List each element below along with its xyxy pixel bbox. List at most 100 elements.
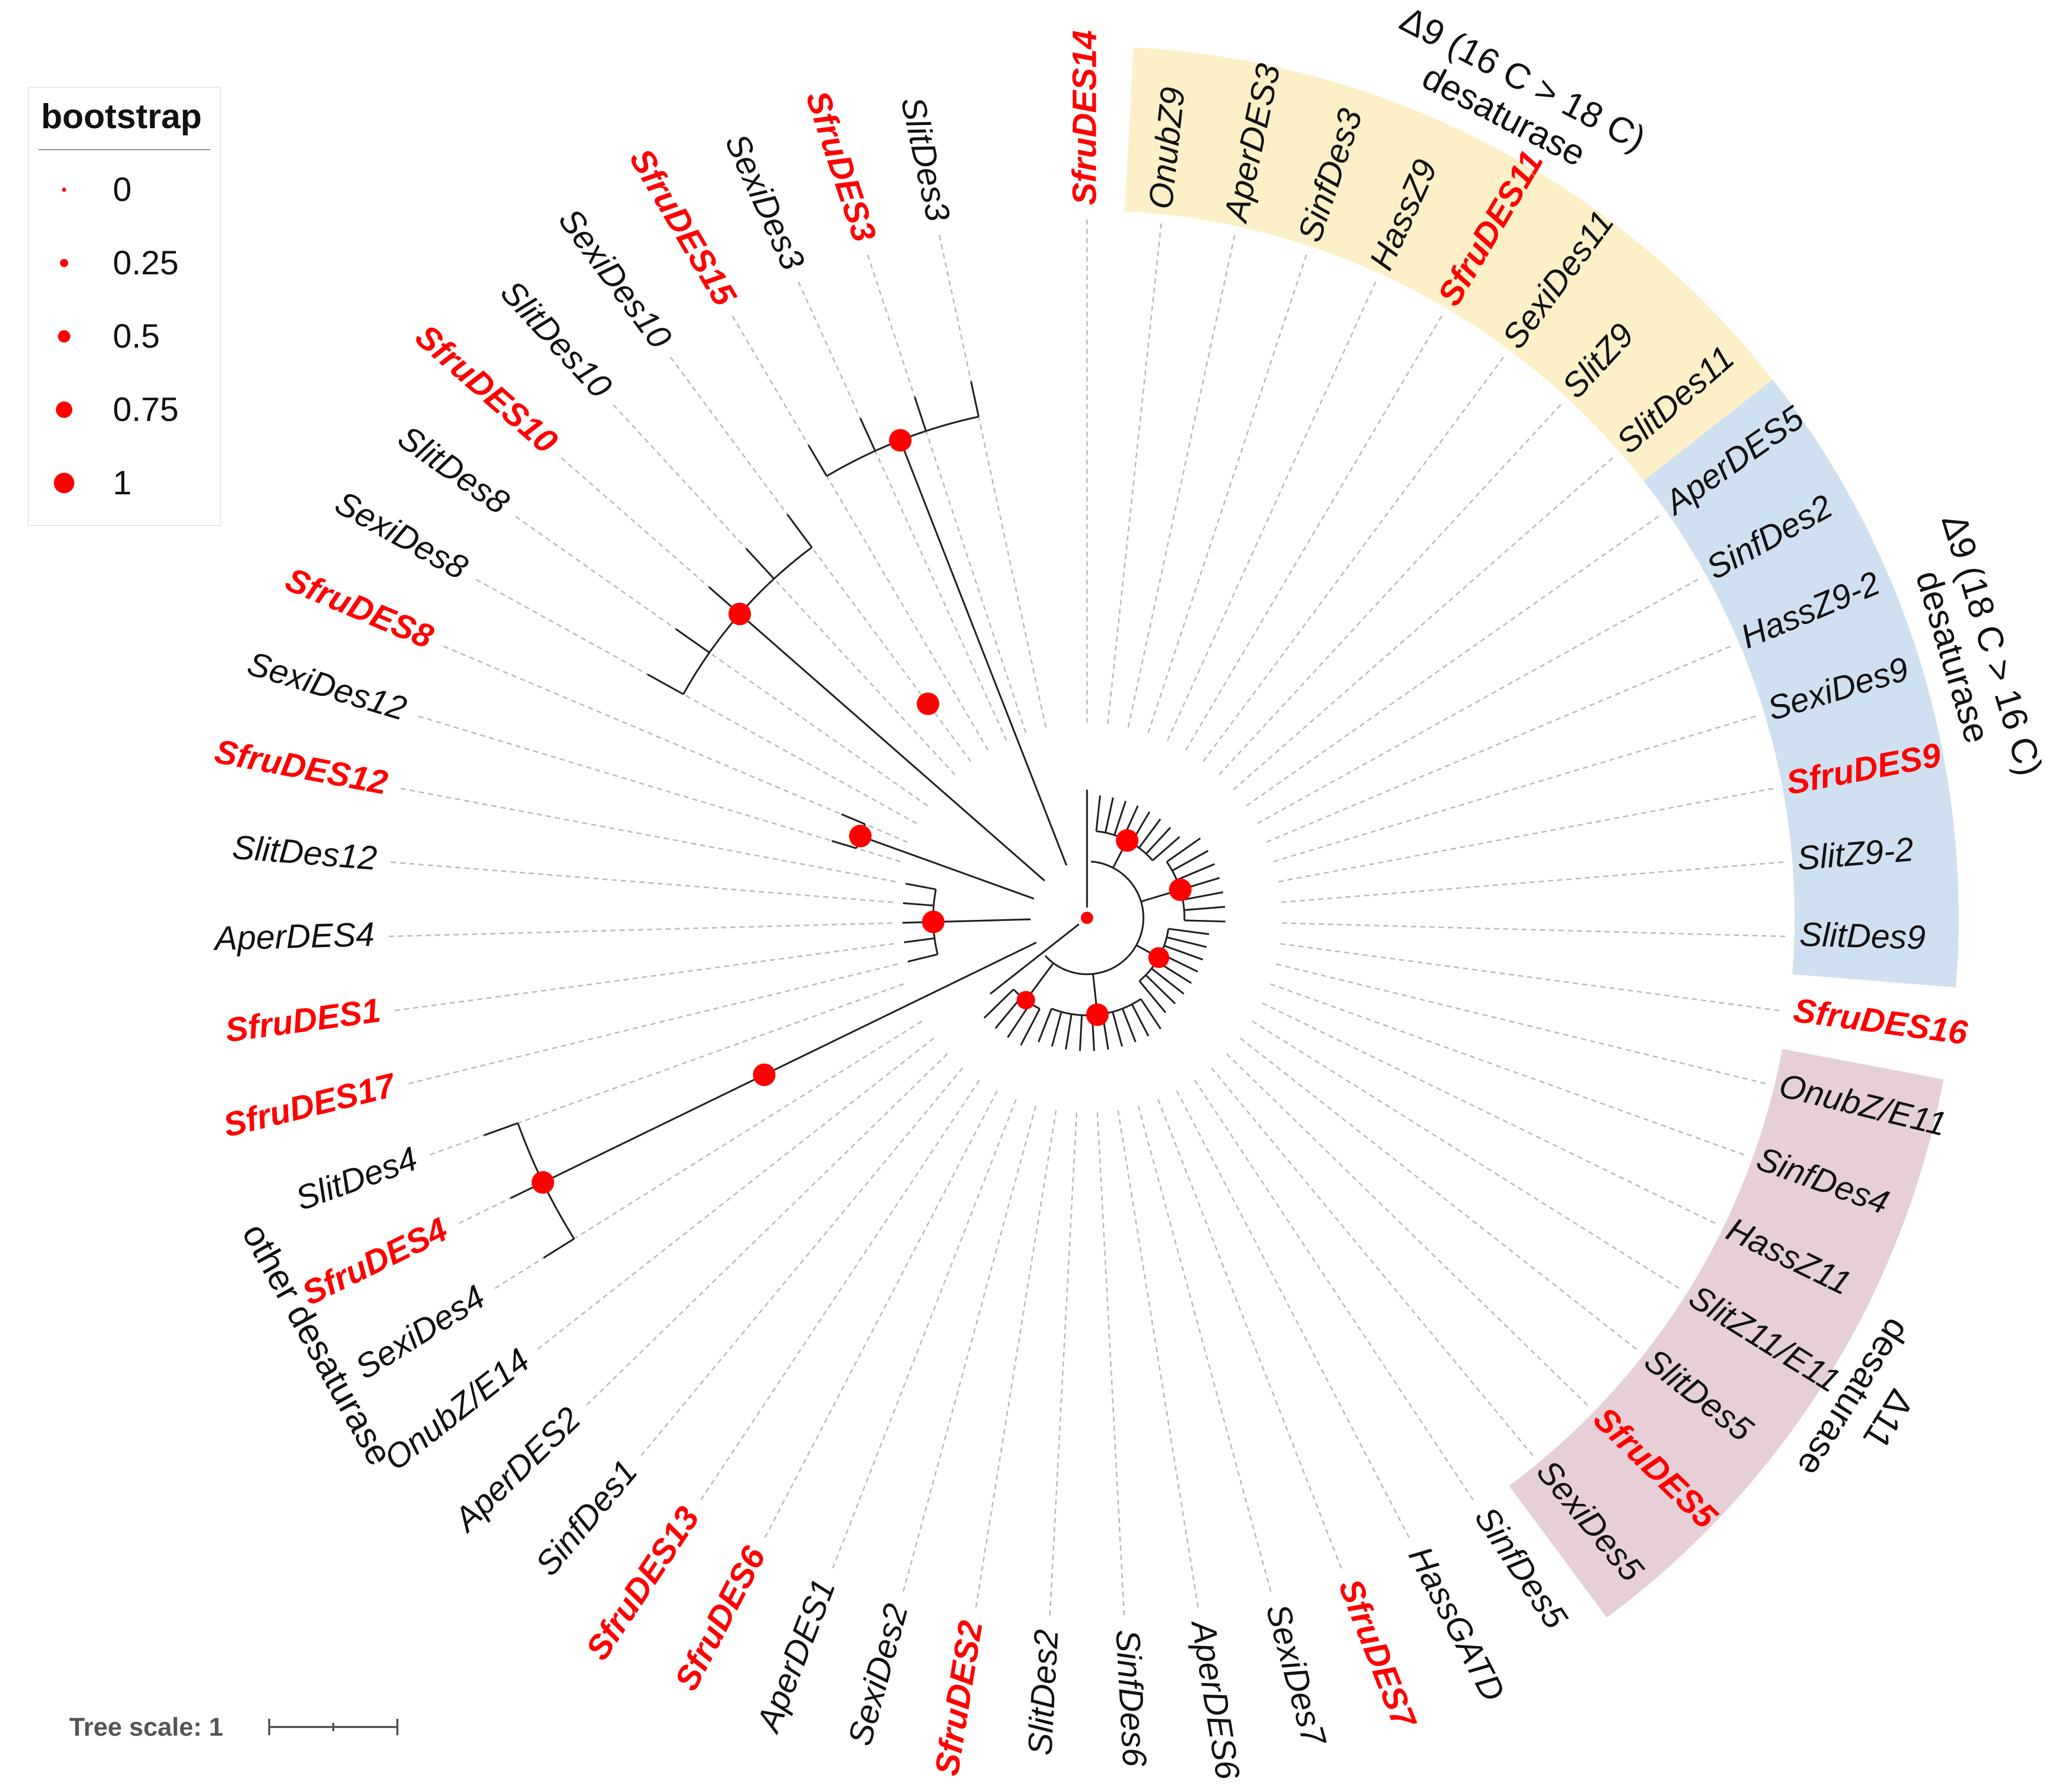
- leaf-guide: [830, 1099, 1017, 1573]
- legend-dot: [58, 330, 70, 343]
- legend-dot: [54, 473, 74, 493]
- bootstrap-node: [753, 1063, 776, 1087]
- leaf-label: SexiDes2: [840, 1600, 915, 1750]
- branch-arc: [1044, 860, 1144, 975]
- leaf-label: SfruDES4: [296, 1210, 453, 1313]
- leaf-guide: [414, 714, 901, 862]
- leaf-guide: [1276, 963, 1770, 1086]
- leaf-guide: [796, 277, 1008, 741]
- leaf-guide: [1107, 219, 1163, 725]
- leaf-guide: [1127, 231, 1237, 728]
- leaf-guide: [1262, 1002, 1719, 1226]
- bootstrap-node: [728, 602, 751, 626]
- leaf-guide: [1281, 861, 1787, 903]
- legend-title: bootstrap: [41, 97, 202, 136]
- branch-radial: [675, 628, 710, 654]
- leaf-guide: [1176, 1090, 1412, 1542]
- branch-radial: [1182, 891, 1223, 901]
- leaf-label: SfruDES8: [280, 560, 439, 656]
- clade-bands: [1124, 47, 1959, 1618]
- branch-radial: [933, 918, 1031, 923]
- branch-radial: [1140, 998, 1162, 1030]
- leaf-guide: [866, 250, 1027, 733]
- leaf-guide: [1185, 312, 1444, 751]
- leaf-guide: [534, 1037, 935, 1353]
- leaf-guide: [1194, 1079, 1476, 1504]
- leaf-labels: SfruDES14 OnubZ9 AperDES3 SinfDes3HassZ9Sfr…: [212, 30, 1970, 1782]
- branch-radial: [745, 548, 775, 579]
- branch-radial: [903, 902, 934, 907]
- branch-radial: [1172, 850, 1209, 872]
- branch-radial: [647, 673, 684, 695]
- leaf-guide: [698, 1079, 980, 1504]
- branch-radial: [1145, 827, 1172, 855]
- leaf-guide: [1137, 1106, 1273, 1596]
- bootstrap-node: [889, 429, 912, 452]
- branch-radial: [1152, 836, 1180, 861]
- bootstrap-node: [1148, 947, 1170, 968]
- leaf-guide: [610, 401, 956, 775]
- leaf-label: SexiDes8: [329, 483, 474, 587]
- branch-radial: [1184, 906, 1225, 911]
- tree-branches: [484, 381, 1225, 1259]
- leaf-guide: [385, 922, 893, 937]
- leaf-guide: [1266, 644, 1735, 843]
- branch-radial: [1138, 980, 1166, 1013]
- branch-radial: [542, 941, 1037, 1183]
- leaf-guide: [1049, 1112, 1078, 1620]
- leaf-label: AperDES6: [1184, 1616, 1247, 1782]
- branch-radial: [1121, 1008, 1137, 1042]
- branch-radial: [1037, 1008, 1053, 1042]
- leaf-label: SexiDes3: [718, 128, 812, 275]
- leaf-guide-lines: [385, 215, 1789, 1620]
- branch-radial: [860, 835, 1035, 900]
- branch-radial: [903, 937, 935, 943]
- leaf-guide: [512, 513, 928, 807]
- branch-radial: [859, 417, 876, 452]
- branch-radial: [831, 840, 857, 849]
- leaf-guide: [404, 963, 898, 1086]
- branch-radial: [1168, 928, 1210, 935]
- leaf-guide: [1239, 1037, 1640, 1353]
- leaf-label: SfruDES6: [667, 1540, 773, 1696]
- branch-radial: [983, 989, 1014, 1019]
- branch-radial: [1166, 837, 1201, 863]
- legend-items: 0 0.25 0.5 0.75 1: [54, 170, 178, 501]
- branch-radial: [739, 613, 1045, 881]
- clade-band-yellow: [1124, 47, 1773, 481]
- leaf-label: SlitDes12: [231, 828, 378, 877]
- legend-box: [28, 87, 221, 526]
- branch-radial: [1151, 968, 1184, 995]
- leaf-label: AperDES4: [212, 915, 375, 957]
- legend-dot: [60, 259, 68, 267]
- leaf-label: SfruDES17: [219, 1066, 400, 1144]
- bootstrap-node: [922, 910, 945, 933]
- tree-scale: Tree scale: 1: [69, 1713, 398, 1741]
- branch-radial: [1131, 1003, 1150, 1037]
- branch-radial: [1138, 818, 1161, 849]
- leaf-guide: [1280, 942, 1784, 1012]
- leaf-label: SlitDes2: [1020, 1629, 1065, 1756]
- leaf-label: SfruDES2: [927, 1618, 990, 1778]
- leaf-guide: [396, 787, 896, 883]
- leaf-guide: [1117, 1110, 1200, 1612]
- leaf-guide: [387, 861, 893, 903]
- leaf-label: SinfDes1: [528, 1453, 645, 1582]
- branch-radial: [1145, 974, 1176, 1005]
- leaf-label: SlitDes8: [391, 418, 516, 521]
- tree-scale-label: Tree scale: 1: [69, 1713, 223, 1741]
- leaf-guide: [1166, 277, 1378, 741]
- leaf-guide: [1273, 714, 1760, 862]
- bootstrap-node: [1116, 829, 1139, 852]
- leaf-label: SlitDes9: [1799, 915, 1926, 956]
- leaf-label: SexiDes4: [349, 1277, 492, 1387]
- branch-radial: [1112, 1011, 1123, 1047]
- clade-band-pink: [1508, 1049, 1944, 1618]
- leaf-guide: [1246, 513, 1662, 807]
- leaf-label: SexiDes7: [1259, 1600, 1334, 1751]
- leaf-guide: [472, 576, 917, 825]
- leaf-guide: [1252, 1020, 1683, 1291]
- legend-dot: [56, 401, 72, 418]
- leaf-guide: [1281, 922, 1789, 937]
- bootstrap-node: [916, 692, 939, 715]
